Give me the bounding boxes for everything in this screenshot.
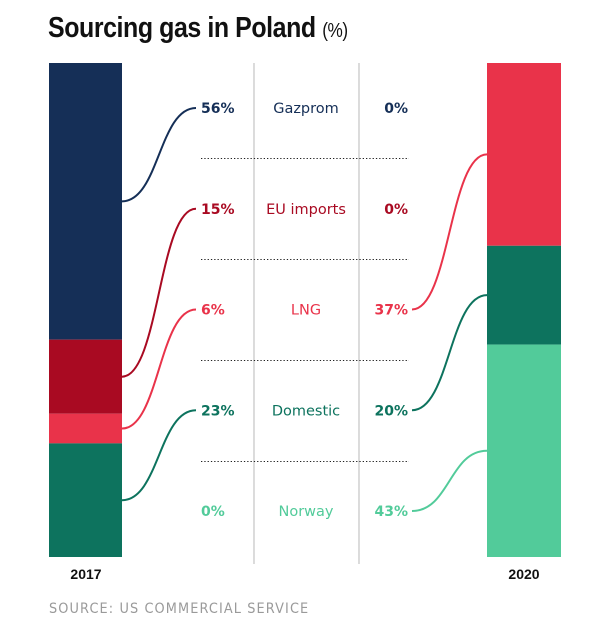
title-text: Sourcing gas in Poland — [48, 12, 316, 44]
value-label-2017: 15% — [201, 202, 235, 218]
bar-segment-2020-norway — [487, 344, 561, 557]
category-label: LNG — [291, 303, 321, 319]
bar-segment-2017-lng — [49, 413, 122, 444]
connector-2020-norway — [411, 449, 488, 512]
bar-segment-2020-lng — [487, 63, 561, 246]
value-label-2020: 20% — [374, 403, 408, 419]
category-label: Gazprom — [273, 101, 339, 117]
value-label-2017: 56% — [201, 101, 235, 117]
value-label-2017: 6% — [201, 303, 225, 319]
bar-segment-2017-eu-imports — [49, 339, 122, 414]
bar-segment-2017-domestic — [49, 443, 122, 557]
category-label: Domestic — [272, 403, 340, 419]
source-note: SOURCE: US COMMERCIAL SERVICE — [49, 601, 310, 617]
category-label: EU imports — [266, 202, 346, 218]
value-label-2017: 23% — [201, 403, 235, 419]
bar-segment-2017-gazprom — [49, 63, 122, 340]
connector-2020-domestic — [411, 294, 488, 412]
chart-title: Sourcing gas in Poland (%) — [48, 12, 348, 45]
year-label-2017: 2017 — [70, 566, 102, 582]
value-label-2020: 0% — [384, 202, 408, 218]
bar-segment-2020-domestic — [487, 245, 561, 345]
value-label-2020: 0% — [384, 101, 408, 117]
category-label: Norway — [278, 504, 333, 520]
connector-2017-eu-imports — [121, 207, 197, 378]
connector-2020-lng — [411, 153, 488, 311]
year-label-2020: 2020 — [508, 566, 540, 582]
connector-2017-domestic — [121, 409, 197, 502]
value-label-2020: 43% — [374, 504, 408, 520]
title-unit: (%) — [322, 20, 348, 42]
value-label-2017: 0% — [201, 504, 225, 520]
value-label-2020: 37% — [374, 303, 408, 319]
connector-2017-lng — [121, 308, 197, 430]
connector-2017-gazprom — [121, 107, 197, 203]
